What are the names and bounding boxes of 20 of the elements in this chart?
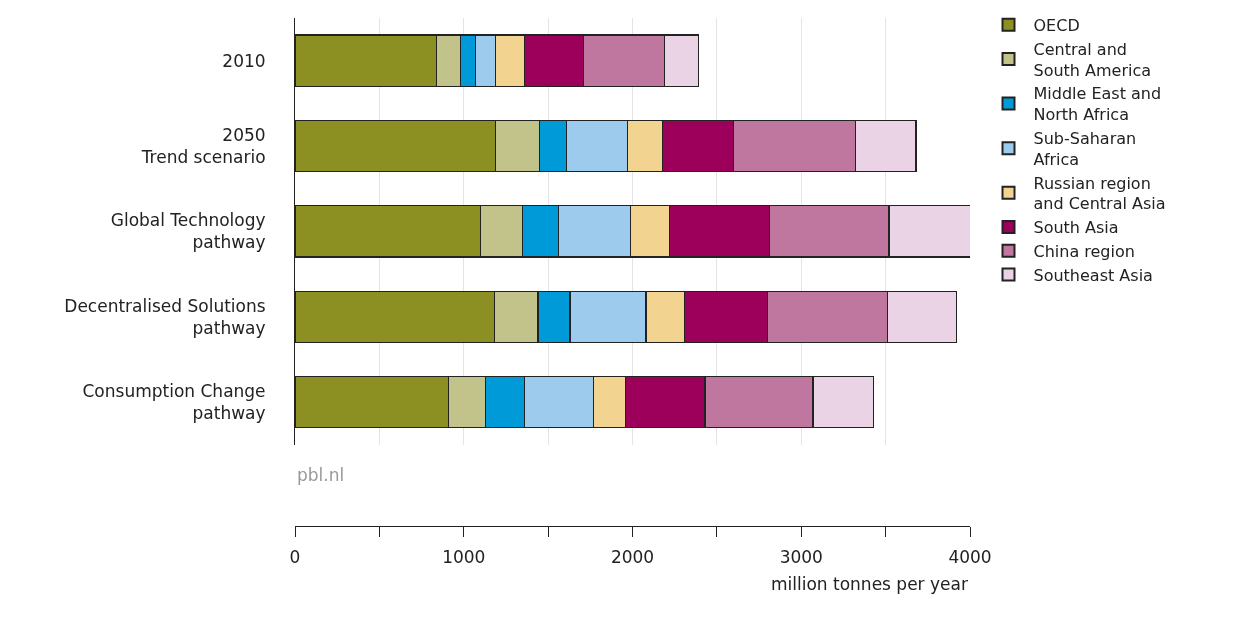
x-axis-title: million tonnes per year bbox=[771, 574, 968, 594]
x-tick-label: 4000 bbox=[948, 547, 992, 568]
legend-label: Middle East and North Africa bbox=[1033, 84, 1162, 125]
x-tick-label: 3000 bbox=[779, 547, 823, 568]
y-tick-label: 2050 Trend scenario bbox=[140, 124, 266, 168]
legend-label: Central and South America bbox=[1033, 39, 1152, 80]
x-tick-label: 0 bbox=[289, 547, 301, 568]
legend-label: South Asia bbox=[1033, 218, 1119, 238]
y-tick-label: Global Technology pathway bbox=[110, 210, 266, 253]
text: pbl.nl bbox=[297, 465, 345, 485]
legend-label: OECD bbox=[1033, 15, 1080, 35]
legend-label: Sub-Saharan Africa bbox=[1033, 128, 1137, 169]
y-tick-label: 2010 bbox=[222, 50, 266, 71]
x-tick-label: 1000 bbox=[442, 547, 486, 568]
y-tick-label: Decentralised Solutions pathway bbox=[64, 295, 266, 338]
legend-label: China region bbox=[1033, 241, 1135, 261]
y-tick-label: Consumption Change pathway bbox=[82, 380, 266, 424]
x-tick-label: 2000 bbox=[610, 547, 655, 568]
legend-label: Southeast Asia bbox=[1033, 265, 1153, 285]
legend-label: Russian region and Central Asia bbox=[1033, 173, 1166, 214]
